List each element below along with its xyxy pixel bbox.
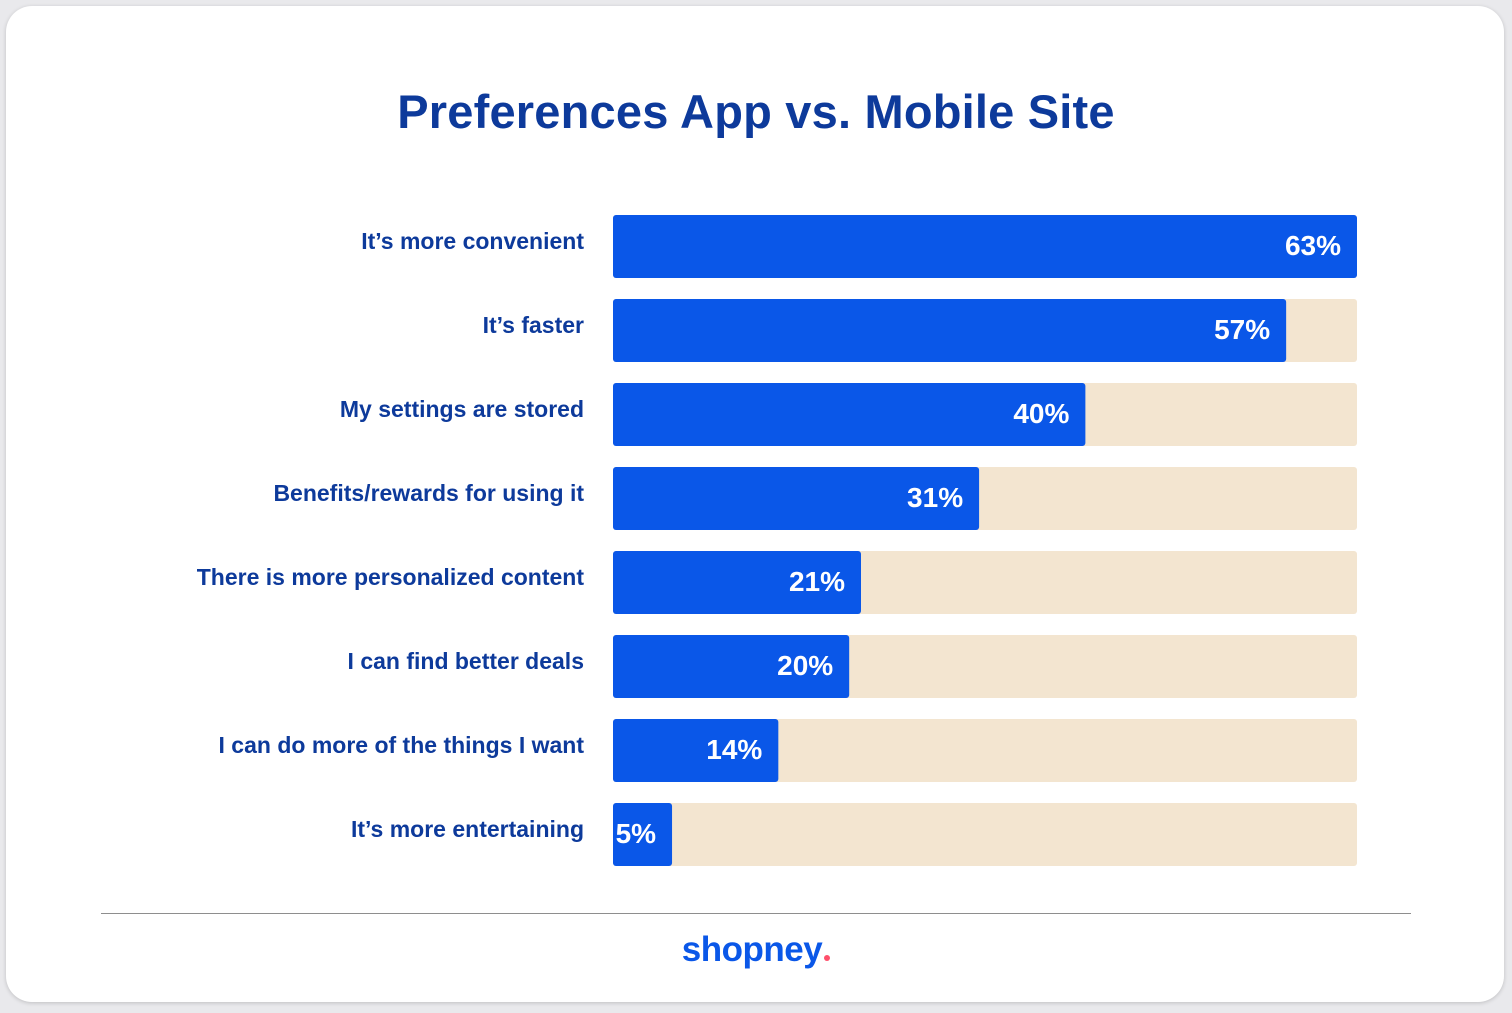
footer-divider — [101, 913, 1411, 914]
bar-track — [613, 803, 1357, 866]
bar — [613, 383, 1086, 446]
category-label: I can find better deals — [348, 648, 584, 674]
value-label: 5% — [616, 818, 657, 849]
category-label: It’s faster — [483, 312, 584, 338]
bar-track — [613, 719, 1357, 782]
bar — [613, 803, 673, 866]
bar — [613, 551, 861, 614]
bar — [613, 635, 850, 698]
category-label: I can do more of the things I want — [219, 732, 585, 758]
logo-text: shopney — [681, 930, 823, 969]
bar — [613, 215, 1357, 278]
category-label: It’s more entertaining — [351, 816, 584, 842]
value-label: 57% — [1214, 314, 1270, 345]
value-label: 40% — [1013, 398, 1069, 429]
brand-logo: shopney — [0, 930, 1512, 970]
bar — [613, 299, 1287, 362]
value-label: 20% — [777, 650, 833, 681]
category-label: Benefits/rewards for using it — [273, 480, 584, 506]
chart-title: Preferences App vs. Mobile Site — [397, 85, 1115, 138]
chart-rows: It’s more convenient 63% It’s faster 57% My … — [197, 215, 1357, 866]
value-label: 21% — [789, 566, 845, 597]
bar — [613, 719, 779, 782]
category-label: There is more personalized content — [197, 564, 585, 590]
logo-dot-icon — [824, 955, 831, 961]
category-label: My settings are stored — [340, 396, 584, 422]
value-label: 63% — [1285, 230, 1341, 261]
category-label: It’s more convenient — [361, 228, 584, 254]
value-label: 14% — [706, 734, 762, 765]
bar — [613, 467, 980, 530]
value-label: 31% — [907, 482, 963, 513]
